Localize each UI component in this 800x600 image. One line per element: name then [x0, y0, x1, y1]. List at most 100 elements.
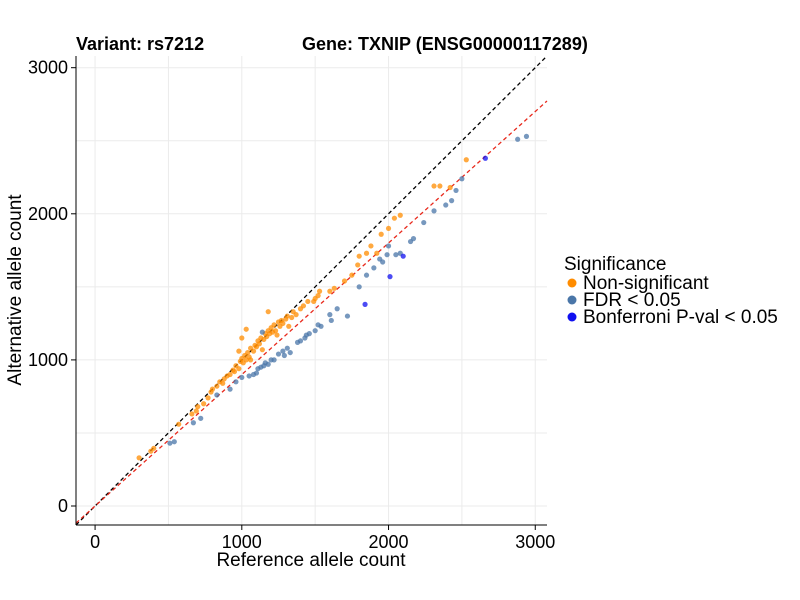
point-non-significant — [272, 328, 279, 334]
point-non-significant — [236, 366, 242, 372]
point-non-significant — [284, 313, 290, 319]
x-tick-label: 1000 — [222, 532, 262, 552]
data-points — [136, 133, 530, 461]
point-non-significant — [378, 231, 384, 237]
point-fdr-0-05 — [280, 348, 286, 354]
point-non-significant — [245, 349, 251, 356]
point-fdr-0-05 — [334, 306, 340, 312]
point-bonferroni-p-val-0-05 — [387, 274, 393, 280]
point-non-significant — [437, 183, 443, 189]
point-fdr-0-05 — [190, 420, 196, 426]
legend-label: FDR < 0.05 — [583, 290, 681, 311]
x-tick-label: 0 — [90, 532, 100, 552]
legend-key — [567, 278, 577, 288]
point-fdr-0-05 — [410, 236, 417, 242]
x-axis-label: Reference allele count — [216, 550, 406, 571]
y-tick-label: 2000 — [28, 204, 68, 224]
point-non-significant — [259, 347, 265, 353]
point-non-significant — [463, 157, 469, 163]
point-non-significant — [300, 303, 307, 309]
chart-title-gene: Gene: TXNIP (ENSG00000117289) — [302, 34, 588, 54]
point-fdr-0-05 — [312, 328, 318, 334]
point-fdr-0-05 — [227, 386, 233, 392]
point-non-significant — [189, 411, 195, 417]
point-fdr-0-05 — [344, 313, 351, 319]
point-non-significant — [243, 326, 249, 332]
point-non-significant — [431, 183, 437, 189]
point-fdr-0-05 — [421, 219, 427, 226]
legend-label: Non-significant — [583, 273, 709, 294]
point-fdr-0-05 — [198, 415, 204, 421]
point-fdr-0-05 — [287, 349, 293, 356]
point-fdr-0-05 — [253, 370, 260, 376]
point-non-significant — [305, 298, 311, 305]
point-fdr-0-05 — [284, 345, 290, 351]
point-bonferroni-p-val-0-05 — [482, 155, 488, 161]
point-fdr-0-05 — [214, 392, 220, 398]
legend-key — [567, 295, 577, 305]
point-non-significant — [250, 348, 257, 354]
point-non-significant — [447, 184, 453, 191]
point-fdr-0-05 — [380, 259, 386, 265]
legend-title: Significance — [564, 254, 666, 275]
point-non-significant — [220, 380, 226, 386]
legend-label: Bonferroni P-val < 0.05 — [583, 307, 778, 328]
point-non-significant — [274, 332, 280, 338]
point-fdr-0-05 — [167, 440, 173, 446]
point-fdr-0-05 — [453, 187, 459, 194]
point-fdr-0-05 — [328, 317, 334, 324]
point-fdr-0-05 — [393, 252, 399, 258]
legend-key — [567, 312, 577, 322]
point-non-significant — [349, 272, 355, 278]
point-fdr-0-05 — [515, 136, 521, 142]
point-non-significant — [271, 322, 277, 328]
point-non-significant — [355, 262, 361, 268]
point-non-significant — [286, 323, 292, 329]
point-fdr-0-05 — [306, 331, 312, 337]
point-non-significant — [136, 455, 142, 461]
point-non-significant — [391, 215, 398, 221]
point-non-significant — [239, 335, 245, 341]
point-non-significant — [195, 404, 201, 410]
point-non-significant — [385, 225, 392, 232]
point-fdr-0-05 — [443, 202, 449, 208]
point-non-significant — [209, 386, 216, 392]
point-fdr-0-05 — [318, 323, 324, 329]
point-non-significant — [256, 341, 263, 347]
point-fdr-0-05 — [271, 357, 277, 363]
chart-title-variant: Variant: rs7212 — [76, 34, 204, 54]
point-non-significant — [201, 401, 207, 407]
point-bonferroni-p-val-0-05 — [400, 253, 406, 259]
point-fdr-0-05 — [385, 243, 392, 249]
point-non-significant — [331, 285, 337, 291]
axis-ticks: 0 1000 2000 3000 0 1000 2000 3000 — [28, 58, 555, 552]
point-fdr-0-05 — [259, 329, 265, 335]
y-tick-label: 1000 — [28, 350, 68, 370]
point-fdr-0-05 — [297, 338, 304, 344]
point-non-significant — [236, 348, 242, 354]
point-non-significant — [327, 288, 333, 294]
point-fdr-0-05 — [281, 352, 287, 359]
reference-lines — [75, 55, 548, 526]
x-tick-label: 2000 — [369, 532, 409, 552]
point-non-significant — [265, 309, 271, 315]
point-non-significant — [280, 320, 286, 326]
point-fdr-0-05 — [523, 133, 530, 139]
grid — [76, 56, 547, 525]
point-non-significant — [397, 212, 403, 218]
point-non-significant — [205, 395, 211, 401]
point-bonferroni-p-val-0-05 — [362, 301, 368, 307]
point-fdr-0-05 — [233, 379, 239, 385]
point-fdr-0-05 — [239, 374, 245, 381]
point-fdr-0-05 — [431, 208, 437, 214]
point-fdr-0-05 — [371, 265, 377, 271]
point-fdr-0-05 — [449, 198, 455, 204]
point-non-significant — [316, 288, 323, 294]
y-tick-label: 3000 — [28, 58, 68, 78]
y-axis-label: Alternative allele count — [5, 194, 26, 386]
reference-line-identity — [75, 55, 548, 526]
point-non-significant — [231, 368, 238, 375]
point-non-significant — [227, 371, 233, 378]
